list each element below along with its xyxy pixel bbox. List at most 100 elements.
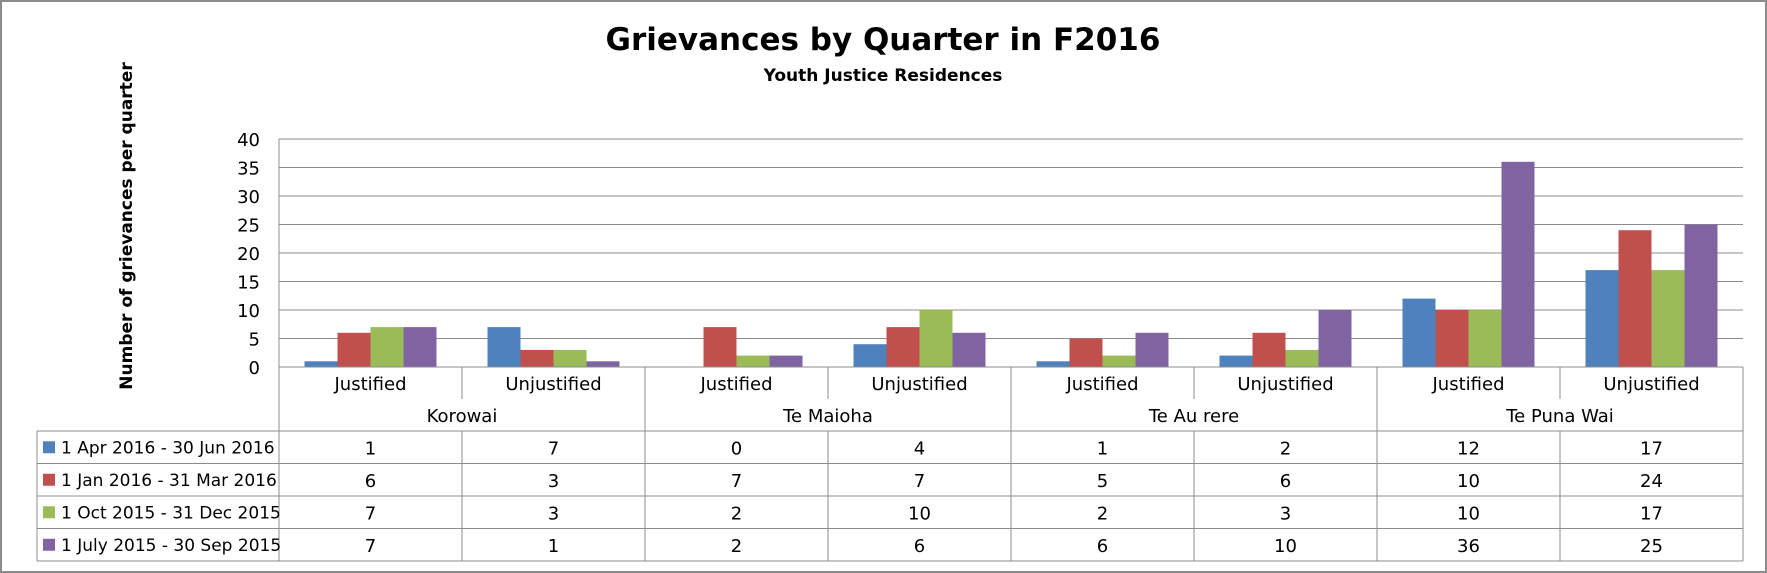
- legend-swatch: [43, 506, 55, 519]
- data-table-value: 10: [1457, 471, 1480, 492]
- bar: [520, 349, 554, 367]
- bar: [919, 310, 953, 367]
- data-table-value: 3: [548, 503, 559, 524]
- legend-entry: 1 Apr 2016 - 30 Jun 2016: [61, 438, 275, 458]
- bar: [952, 332, 986, 367]
- bar: [736, 355, 770, 367]
- data-table-value: 1: [548, 536, 559, 557]
- data-table-value: 3: [1280, 503, 1291, 524]
- data-table-value: 7: [914, 471, 925, 492]
- legend-swatch: [43, 441, 55, 454]
- bar: [1102, 355, 1136, 367]
- x-category-label: Unjustified: [1237, 374, 1333, 395]
- bar: [1285, 349, 1319, 367]
- data-table-value: 1: [1097, 438, 1108, 459]
- data-table-value: 10: [908, 503, 931, 524]
- bar: [1435, 310, 1469, 367]
- data-table-value: 17: [1640, 503, 1663, 524]
- data-table-value: 0: [731, 438, 742, 459]
- data-table-value: 2: [731, 536, 742, 557]
- data-table-value: 7: [365, 536, 376, 557]
- legend-swatch: [43, 473, 55, 486]
- data-table: Justified Unjustified Justified Unjustified…: [36, 366, 1744, 562]
- y-axis-ticks: 0 5 10 15 20 25 30 35 40: [237, 130, 260, 379]
- bar: [1135, 332, 1169, 367]
- data-table-value: 2: [1097, 503, 1108, 524]
- data-table-value: 2: [1280, 438, 1291, 459]
- bar: [769, 355, 803, 367]
- data-table-value: 7: [731, 471, 742, 492]
- bar: [1501, 161, 1535, 367]
- bar: [1684, 224, 1718, 367]
- bars: [304, 161, 1718, 367]
- data-table-value: 2: [731, 503, 742, 524]
- y-tick-label: 15: [237, 273, 260, 294]
- x-category-label: Unjustified: [505, 374, 601, 395]
- data-table-value: 1: [365, 438, 376, 459]
- bar: [337, 332, 371, 367]
- x-category-label: Justified: [1432, 374, 1505, 395]
- bar: [403, 327, 437, 367]
- y-tick-label: 10: [237, 301, 260, 322]
- bar: [1318, 310, 1352, 367]
- y-tick-label: 25: [237, 216, 260, 237]
- data-table-value: 10: [1274, 536, 1297, 557]
- bar: [886, 327, 920, 367]
- bar: [1069, 338, 1103, 367]
- bar: [553, 349, 587, 367]
- data-table-value: 12: [1457, 438, 1480, 459]
- y-tick-label: 30: [237, 187, 260, 208]
- y-tick-label: 20: [237, 244, 260, 265]
- bar: [586, 361, 620, 367]
- legend-entry: 1 Jan 2016 - 31 Mar 2016: [61, 471, 277, 491]
- data-table-value: 7: [548, 438, 559, 459]
- x-group-label: Te Puna Wai: [1505, 406, 1614, 427]
- x-category-label: Justified: [700, 374, 773, 395]
- y-tick-label: 35: [237, 159, 260, 180]
- data-table-value: 10: [1457, 503, 1480, 524]
- legend-swatch: [43, 538, 55, 551]
- data-table-value: 6: [1097, 536, 1108, 557]
- legend-entry: 1 July 2015 - 30 Sep 2015: [61, 536, 281, 556]
- data-table-value: 3: [548, 471, 559, 492]
- x-category-label: Justified: [334, 374, 407, 395]
- bar: [1402, 298, 1436, 367]
- bar: [1219, 355, 1253, 367]
- bar: [703, 327, 737, 367]
- data-table-value: 6: [1280, 471, 1291, 492]
- y-tick-label: 40: [237, 130, 260, 151]
- bar: [1651, 270, 1685, 367]
- data-table-value: 36: [1457, 536, 1480, 557]
- y-axis-label: Number of grievances per quarter: [117, 62, 137, 390]
- bar: [1618, 230, 1652, 367]
- x-category-label: Unjustified: [1603, 374, 1699, 395]
- bar: [304, 361, 338, 367]
- x-category-label: Unjustified: [871, 374, 967, 395]
- chart-title: Grievances by Quarter in F2016: [606, 22, 1161, 58]
- legend-entry: 1 Oct 2015 - 31 Dec 2015: [61, 503, 281, 523]
- data-table-value: 5: [1097, 471, 1108, 492]
- bar: [853, 344, 887, 367]
- chart-subtitle: Youth Justice Residences: [763, 66, 1003, 86]
- bar: [1468, 310, 1502, 367]
- x-group-label: Te Maioha: [782, 406, 873, 427]
- data-table-value: 4: [914, 438, 925, 459]
- bar: [487, 327, 521, 367]
- bar: [1036, 361, 1070, 367]
- x-group-label: Korowai: [427, 406, 498, 427]
- data-table-value: 25: [1640, 536, 1663, 557]
- bar: [1252, 332, 1286, 367]
- x-group-label: Te Au rere: [1148, 406, 1239, 427]
- data-table-value: 7: [365, 503, 376, 524]
- y-tick-label: 0: [249, 358, 260, 379]
- data-table-value: 24: [1640, 471, 1663, 492]
- y-tick-label: 5: [249, 330, 260, 351]
- x-category-label: Justified: [1066, 374, 1139, 395]
- bar: [370, 327, 404, 367]
- data-table-value: 6: [365, 471, 376, 492]
- bar: [1585, 270, 1619, 367]
- data-table-value: 6: [914, 536, 925, 557]
- data-table-value: 17: [1640, 438, 1663, 459]
